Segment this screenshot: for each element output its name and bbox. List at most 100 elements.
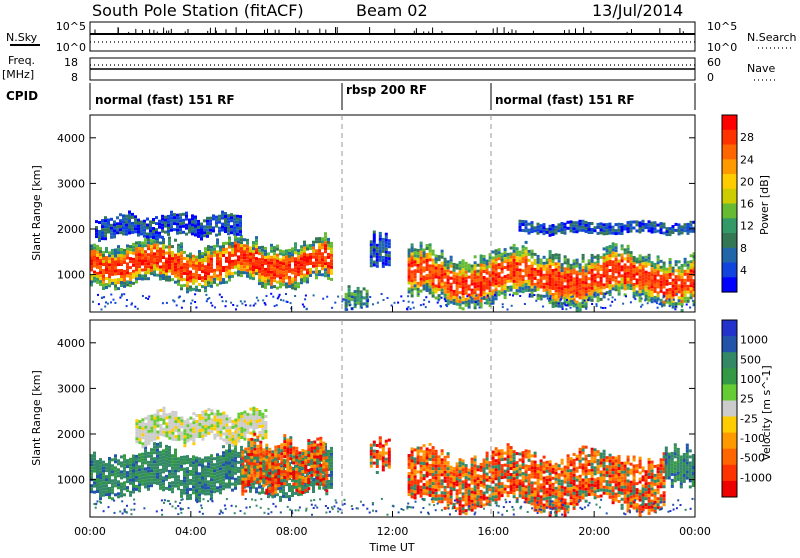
range-cell [167, 227, 170, 230]
range-cell [522, 269, 525, 272]
range-cell [291, 280, 294, 283]
range-cell [156, 256, 159, 259]
range-cell [215, 222, 218, 225]
range-cell [234, 460, 237, 463]
range-cell [99, 247, 102, 250]
range-cell [534, 283, 537, 286]
range-cell [198, 475, 201, 478]
range-cell [441, 262, 444, 265]
range-cell [105, 259, 108, 262]
range-cell [95, 229, 98, 232]
range-cell [198, 262, 201, 265]
range-cell [516, 247, 519, 250]
range-cell [513, 247, 516, 250]
range-cell [292, 477, 295, 480]
range-cell [654, 269, 657, 272]
range-cell [432, 292, 435, 295]
range-cell [153, 451, 156, 454]
range-cell [144, 253, 147, 256]
range-cell [426, 256, 429, 259]
range-cell [102, 473, 105, 476]
range-cell [186, 272, 189, 275]
range-cell [564, 276, 567, 279]
range-cell [570, 264, 573, 267]
range-cell [468, 264, 471, 267]
range-cell [370, 264, 373, 267]
range-cell [543, 232, 546, 235]
range-cell [183, 429, 186, 432]
range-cell [600, 265, 603, 268]
range-cell [585, 269, 588, 272]
range-cell [669, 261, 672, 264]
range-cell [300, 272, 303, 275]
range-cell [239, 218, 242, 221]
range-cell [198, 289, 201, 292]
range-cell [274, 452, 277, 455]
range-cell [143, 232, 146, 235]
range-cell [153, 466, 156, 469]
range-cell [104, 225, 107, 228]
range-cell [156, 455, 159, 458]
range-cell [198, 435, 201, 438]
range-cell [558, 223, 561, 226]
range-cell [633, 292, 636, 295]
range-cell [197, 220, 200, 223]
range-cell [255, 248, 258, 251]
range-cell [209, 223, 212, 226]
range-cell [549, 259, 552, 262]
range-cell [678, 278, 681, 281]
range-cell [173, 213, 176, 216]
range-cell [261, 416, 264, 419]
range-cell [241, 484, 244, 487]
range-cell [319, 455, 322, 458]
range-cell [379, 250, 382, 253]
range-cell [143, 220, 146, 223]
range-cell [301, 491, 304, 494]
range-cell [210, 421, 213, 424]
range-cell [285, 495, 288, 498]
range-cell [213, 490, 216, 493]
range-cell [117, 483, 120, 486]
range-cell [312, 490, 315, 493]
scatter-cell [408, 301, 410, 303]
range-cell [216, 262, 219, 265]
range-cell [573, 271, 576, 274]
range-cell [104, 222, 107, 225]
range-cell [297, 264, 300, 267]
range-cell [504, 251, 507, 254]
range-cell [262, 475, 265, 478]
range-cell [120, 275, 123, 278]
range-cell [132, 246, 135, 249]
range-cell [495, 279, 498, 282]
range-cell [209, 229, 212, 232]
range-cell [316, 453, 319, 456]
range-cell [150, 424, 153, 427]
range-cell [216, 238, 219, 241]
range-cell [687, 297, 690, 300]
range-cell [294, 269, 297, 272]
scatter-cell [306, 308, 308, 310]
scatter-cell [584, 300, 586, 302]
range-cell [105, 271, 108, 274]
range-cell [298, 466, 301, 469]
scatter-cell [662, 296, 664, 298]
range-cell [167, 221, 170, 224]
range-cell [603, 283, 606, 286]
range-cell [555, 271, 558, 274]
range-cell [126, 486, 129, 489]
range-cell [144, 485, 147, 488]
range-cell [669, 230, 672, 233]
range-cell [261, 437, 264, 440]
range-cell [186, 458, 189, 461]
range-cell [159, 418, 162, 421]
range-cell [197, 235, 200, 238]
range-cell [627, 284, 630, 287]
range-cell [319, 443, 322, 446]
range-cell [231, 471, 234, 474]
range-cell [609, 245, 612, 248]
range-cell [294, 465, 297, 468]
range-cell [189, 271, 192, 274]
range-cell [207, 492, 210, 495]
range-cell [198, 420, 201, 423]
range-cell [672, 231, 675, 234]
